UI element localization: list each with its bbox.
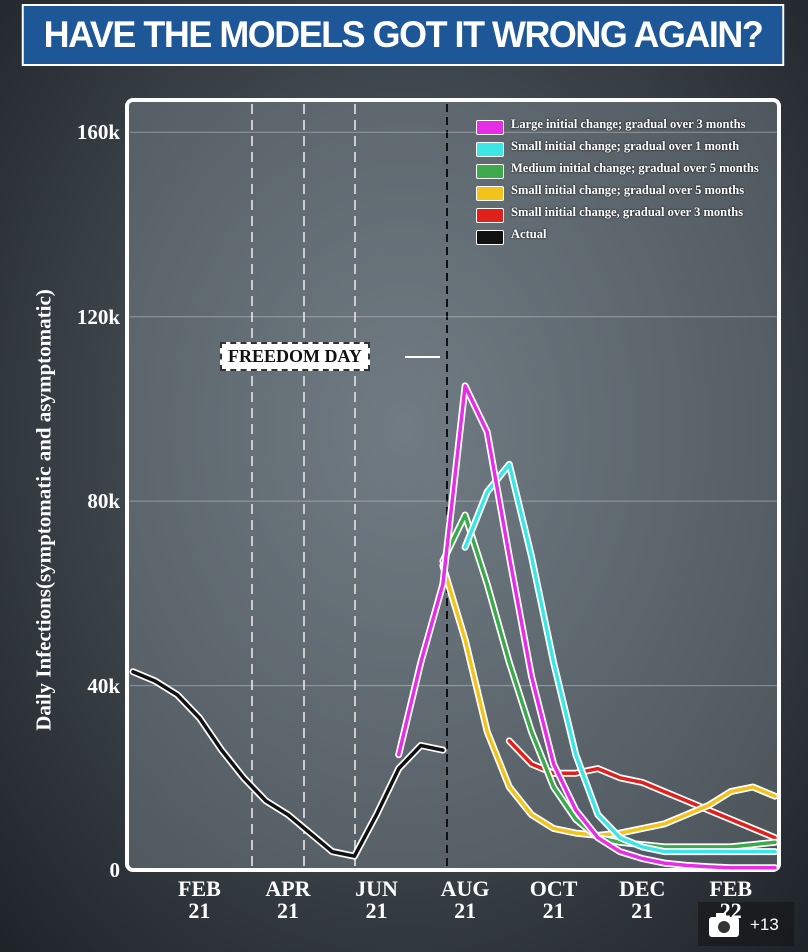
x-tick-label: OCT 21 <box>514 878 594 922</box>
legend-item: Large initial change; gradual over 3 mon… <box>476 118 766 135</box>
y-tick-label: 160k <box>50 120 120 145</box>
legend-label: Medium initial change; gradual over 5 mo… <box>511 162 761 174</box>
chart-title: HAVE THE MODELS GOT IT WRONG AGAIN? <box>22 4 784 66</box>
x-tick-label: AUG 21 <box>425 878 505 922</box>
x-tick-label: JUN 21 <box>337 878 417 922</box>
legend-label: Small initial change, gradual over 3 mon… <box>511 206 761 218</box>
x-tick-label: FEB 22 <box>691 878 771 922</box>
y-tick-label: 80k <box>50 489 120 514</box>
annotation: FREEDOM DAY <box>220 342 370 371</box>
legend-label: Small initial change; gradual over 5 mon… <box>511 184 761 196</box>
page: HAVE THE MODELS GOT IT WRONG AGAIN? Dail… <box>0 0 808 952</box>
legend: Large initial change; gradual over 3 mon… <box>476 118 766 250</box>
legend-swatch <box>476 142 504 157</box>
legend-item: Medium initial change; gradual over 5 mo… <box>476 162 766 179</box>
legend-item: Actual <box>476 228 766 245</box>
y-tick-label: 120k <box>50 305 120 330</box>
legend-swatch <box>476 186 504 201</box>
legend-item: Small initial change, gradual over 3 mon… <box>476 206 766 223</box>
legend-label: Small initial change; gradual over 1 mon… <box>511 140 761 152</box>
y-tick-label: 40k <box>50 674 120 699</box>
x-tick-label: APR 21 <box>248 878 328 922</box>
legend-swatch <box>476 230 504 245</box>
legend-swatch <box>476 164 504 179</box>
x-tick-label: FEB 21 <box>159 878 239 922</box>
legend-label: Actual <box>511 228 761 240</box>
legend-swatch <box>476 120 504 135</box>
legend-item: Small initial change; gradual over 1 mon… <box>476 140 766 157</box>
x-tick-label: DEC 21 <box>602 878 682 922</box>
legend-label: Large initial change; gradual over 3 mon… <box>511 118 761 130</box>
legend-swatch <box>476 208 504 223</box>
legend-item: Small initial change; gradual over 5 mon… <box>476 184 766 201</box>
y-tick-label: 0 <box>50 858 120 883</box>
